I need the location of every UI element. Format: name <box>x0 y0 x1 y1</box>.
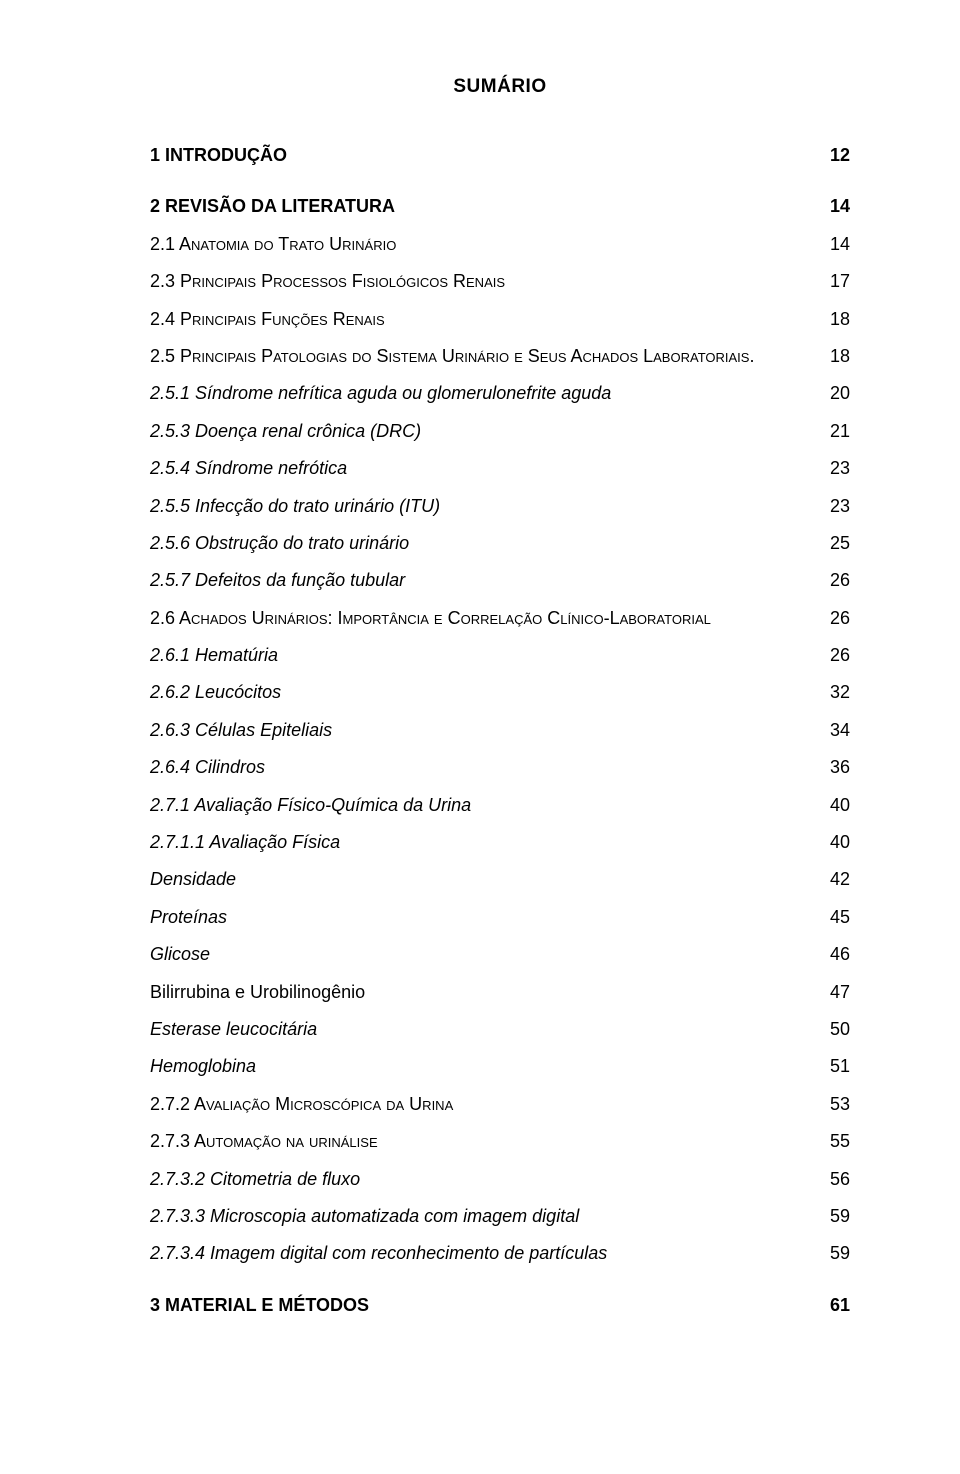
toc-entry-page: 50 <box>830 1018 850 1041</box>
toc-entry-label: 2.7.3 Automação na urinálise <box>150 1130 378 1153</box>
toc-entry: 2.6 Achados Urinários: Importância e Cor… <box>150 607 850 630</box>
toc-entry-page: 42 <box>830 868 850 891</box>
toc-entry-label: 2.7.3.2 Citometria de fluxo <box>150 1168 360 1191</box>
toc-entry-label: 2.6.4 Cilindros <box>150 756 265 779</box>
toc-entry-label: Bilirrubina e Urobilinogênio <box>150 981 365 1004</box>
toc-entry: 2.1 Anatomia do Trato Urinário 14 <box>150 233 850 256</box>
table-of-contents: 1 INTRODUÇÃO122 REVISÃO DA LITERATURA142… <box>150 144 850 1317</box>
toc-entry-page: 14 <box>830 233 850 256</box>
toc-entry: Densidade 42 <box>150 868 850 891</box>
toc-entry-page: 59 <box>830 1205 850 1228</box>
toc-entry-label: 2.5 Principais Patologias do Sistema Uri… <box>150 345 754 368</box>
toc-entry: 2.7.3.3 Microscopia automatizada com ima… <box>150 1205 850 1228</box>
toc-entry: 2.5.6 Obstrução do trato urinário 25 <box>150 532 850 555</box>
toc-entry-page: 12 <box>830 144 850 167</box>
toc-entry-page: 18 <box>830 308 850 331</box>
toc-entry-label: 2.5.1 Síndrome nefrítica aguda ou glomer… <box>150 382 611 405</box>
toc-entry-label: 2.5.5 Infecção do trato urinário (ITU) <box>150 495 440 518</box>
page-title: SUMÁRIO <box>150 76 850 98</box>
toc-entry-page: 51 <box>830 1055 850 1078</box>
toc-entry-label: 2 REVISÃO DA LITERATURA <box>150 195 395 218</box>
toc-entry: 2.5.5 Infecção do trato urinário (ITU) 23 <box>150 495 850 518</box>
toc-entry: Proteínas 45 <box>150 906 850 929</box>
toc-entry: 1 INTRODUÇÃO 12 <box>150 144 850 167</box>
toc-entry-label: 2.5.6 Obstrução do trato urinário <box>150 532 409 555</box>
toc-entry-page: 17 <box>830 270 850 293</box>
toc-entry-page: 26 <box>830 607 850 630</box>
toc-entry: 3 MATERIAL E MÉTODOS 61 <box>150 1294 850 1317</box>
toc-entry-page: 59 <box>830 1242 850 1265</box>
toc-entry-page: 36 <box>830 756 850 779</box>
toc-entry-label: 2.5.4 Síndrome nefrótica <box>150 457 347 480</box>
toc-entry-page: 40 <box>830 794 850 817</box>
toc-entry: 2.5.4 Síndrome nefrótica 23 <box>150 457 850 480</box>
toc-entry-label: 2.7.1.1 Avaliação Física <box>150 831 340 854</box>
toc-entry-page: 45 <box>830 906 850 929</box>
toc-entry-label: 2.7.2 Avaliação Microscópica da Urina <box>150 1093 453 1116</box>
toc-entry-label: 2.5.3 Doença renal crônica (DRC) <box>150 420 421 443</box>
toc-entry: 2 REVISÃO DA LITERATURA 14 <box>150 195 850 218</box>
toc-entry-page: 26 <box>830 569 850 592</box>
toc-entry: 2.7.3.4 Imagem digital com reconheciment… <box>150 1242 850 1265</box>
toc-entry-page: 26 <box>830 644 850 667</box>
toc-entry: 2.7.3.2 Citometria de fluxo 56 <box>150 1168 850 1191</box>
toc-entry-page: 23 <box>830 457 850 480</box>
toc-entry: 2.6.3 Células Epiteliais 34 <box>150 719 850 742</box>
toc-entry-label: 2.4 Principais Funções Renais <box>150 308 385 331</box>
toc-entry: 2.6.2 Leucócitos 32 <box>150 681 850 704</box>
toc-entry-label: 2.7.3.4 Imagem digital com reconheciment… <box>150 1242 607 1265</box>
toc-entry-label: 2.7.3.3 Microscopia automatizada com ima… <box>150 1205 579 1228</box>
toc-entry-page: 56 <box>830 1168 850 1191</box>
toc-entry-label: 2.6.1 Hematúria <box>150 644 278 667</box>
toc-entry-page: 55 <box>830 1130 850 1153</box>
toc-entry: 2.5.1 Síndrome nefrítica aguda ou glomer… <box>150 382 850 405</box>
toc-entry-page: 18 <box>830 345 850 368</box>
toc-entry-label: Hemoglobina <box>150 1055 256 1078</box>
toc-entry-label: 2.6.3 Células Epiteliais <box>150 719 332 742</box>
toc-entry: Glicose 46 <box>150 943 850 966</box>
toc-entry-page: 61 <box>830 1294 850 1317</box>
toc-entry-label: Densidade <box>150 868 236 891</box>
toc-entry: 2.6.4 Cilindros 36 <box>150 756 850 779</box>
toc-entry-label: 2.6 Achados Urinários: Importância e Cor… <box>150 607 711 630</box>
toc-entry: Esterase leucocitária 50 <box>150 1018 850 1041</box>
toc-entry: 2.5.7 Defeitos da função tubular 26 <box>150 569 850 592</box>
toc-entry-page: 20 <box>830 382 850 405</box>
toc-entry-label: 2.1 Anatomia do Trato Urinário <box>150 233 396 256</box>
toc-entry-page: 53 <box>830 1093 850 1116</box>
toc-entry: Hemoglobina 51 <box>150 1055 850 1078</box>
toc-entry-label: 1 INTRODUÇÃO <box>150 144 287 167</box>
toc-entry: 2.7.3 Automação na urinálise 55 <box>150 1130 850 1153</box>
toc-entry-page: 14 <box>830 195 850 218</box>
toc-entry: 2.4 Principais Funções Renais 18 <box>150 308 850 331</box>
toc-entry-page: 32 <box>830 681 850 704</box>
toc-entry-page: 23 <box>830 495 850 518</box>
toc-entry-label: Glicose <box>150 943 210 966</box>
toc-entry: 2.7.1.1 Avaliação Física 40 <box>150 831 850 854</box>
page-container: SUMÁRIO 1 INTRODUÇÃO 12 2 REVISÃO DA LITER… <box>0 0 960 1474</box>
toc-entry-page: 46 <box>830 943 850 966</box>
toc-entry: 2.3 Principais Processos Fisiológicos Re… <box>150 270 850 293</box>
toc-entry: 2.5 Principais Patologias do Sistema Uri… <box>150 345 850 368</box>
toc-entry-label: 2.3 Principais Processos Fisiológicos Re… <box>150 270 505 293</box>
toc-entry-label: 3 MATERIAL E MÉTODOS <box>150 1294 369 1317</box>
toc-entry-page: 21 <box>830 420 850 443</box>
toc-entry-label: Proteínas <box>150 906 227 929</box>
toc-entry-label: 2.7.1 Avaliação Físico-Química da Urina <box>150 794 471 817</box>
toc-entry: Bilirrubina e Urobilinogênio 47 <box>150 981 850 1004</box>
toc-entry-label: 2.6.2 Leucócitos <box>150 681 281 704</box>
toc-entry: 2.7.2 Avaliação Microscópica da Urina 53 <box>150 1093 850 1116</box>
toc-entry-page: 25 <box>830 532 850 555</box>
toc-entry: 2.5.3 Doença renal crônica (DRC) 21 <box>150 420 850 443</box>
toc-entry-page: 34 <box>830 719 850 742</box>
toc-entry-label: Esterase leucocitária <box>150 1018 317 1041</box>
toc-entry-label: 2.5.7 Defeitos da função tubular <box>150 569 405 592</box>
toc-entry: 2.6.1 Hematúria 26 <box>150 644 850 667</box>
toc-entry-page: 40 <box>830 831 850 854</box>
toc-entry: 2.7.1 Avaliação Físico-Química da Urina 4… <box>150 794 850 817</box>
toc-entry-page: 47 <box>830 981 850 1004</box>
